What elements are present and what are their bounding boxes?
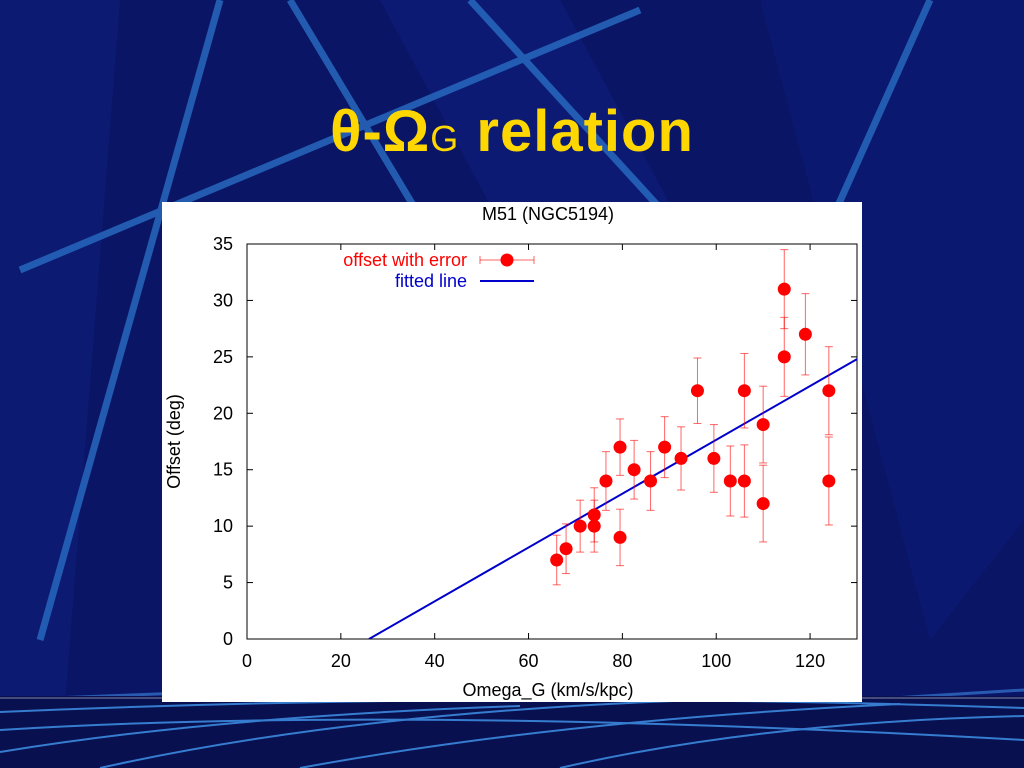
data-point [756, 418, 770, 432]
data-point [822, 474, 836, 488]
x-tick-label: 100 [701, 651, 731, 671]
x-tick-label: 0 [242, 651, 252, 671]
data-point [587, 508, 601, 522]
data-point [613, 530, 627, 544]
y-tick-label: 30 [213, 290, 233, 310]
data-point [737, 474, 751, 488]
data-point [690, 384, 704, 398]
data-point [613, 440, 627, 454]
legend-marker-point [500, 253, 514, 267]
data-point [644, 474, 658, 488]
chart-panel: 0 20 40 60 80 100 120 0 5 10 15 20 25 30 35 M51 (NGC519… [162, 202, 862, 702]
data-point [573, 519, 587, 533]
x-tick-label: 60 [519, 651, 539, 671]
y-tick-label: 25 [213, 347, 233, 367]
y-tick-label: 35 [213, 234, 233, 254]
data-point [550, 553, 564, 567]
data-point [756, 497, 770, 511]
data-point [777, 282, 791, 296]
y-tick-label: 15 [213, 460, 233, 480]
data-point [627, 463, 641, 477]
data-point [822, 384, 836, 398]
data-point [658, 440, 672, 454]
x-tick-label: 40 [425, 651, 445, 671]
data-point [777, 350, 791, 364]
y-axis-label: Offset (deg) [164, 394, 184, 489]
title-subscript: G [430, 118, 460, 159]
data-point [674, 451, 688, 465]
y-tick-label: 5 [223, 573, 233, 593]
data-point [723, 474, 737, 488]
data-point [599, 474, 613, 488]
data-point [707, 451, 721, 465]
data-point [559, 542, 573, 556]
legend-label-fitted: fitted line [395, 271, 467, 291]
data-point [587, 519, 601, 533]
title-theta-omega: θ-Ω [330, 99, 431, 164]
slide-title: θ-ΩG relation [0, 98, 1024, 165]
y-tick-label: 0 [223, 629, 233, 649]
y-tick-label: 10 [213, 516, 233, 536]
y-tick-label: 20 [213, 403, 233, 423]
plot-frame [246, 243, 858, 640]
data-point [798, 327, 812, 341]
scatter-chart: 0 20 40 60 80 100 120 0 5 10 15 20 25 30 35 M51 (NGC519… [164, 204, 858, 701]
fitted-line [368, 358, 858, 639]
x-axis-label: Omega_G (km/s/kpc) [462, 680, 633, 701]
chart-title: M51 (NGC5194) [482, 204, 614, 224]
legend-label-offset: offset with error [343, 250, 467, 270]
title-relation: relation [459, 99, 694, 164]
data-point [737, 384, 751, 398]
x-tick-label: 120 [795, 651, 825, 671]
x-tick-label: 80 [612, 651, 632, 671]
x-tick-label: 20 [331, 651, 351, 671]
